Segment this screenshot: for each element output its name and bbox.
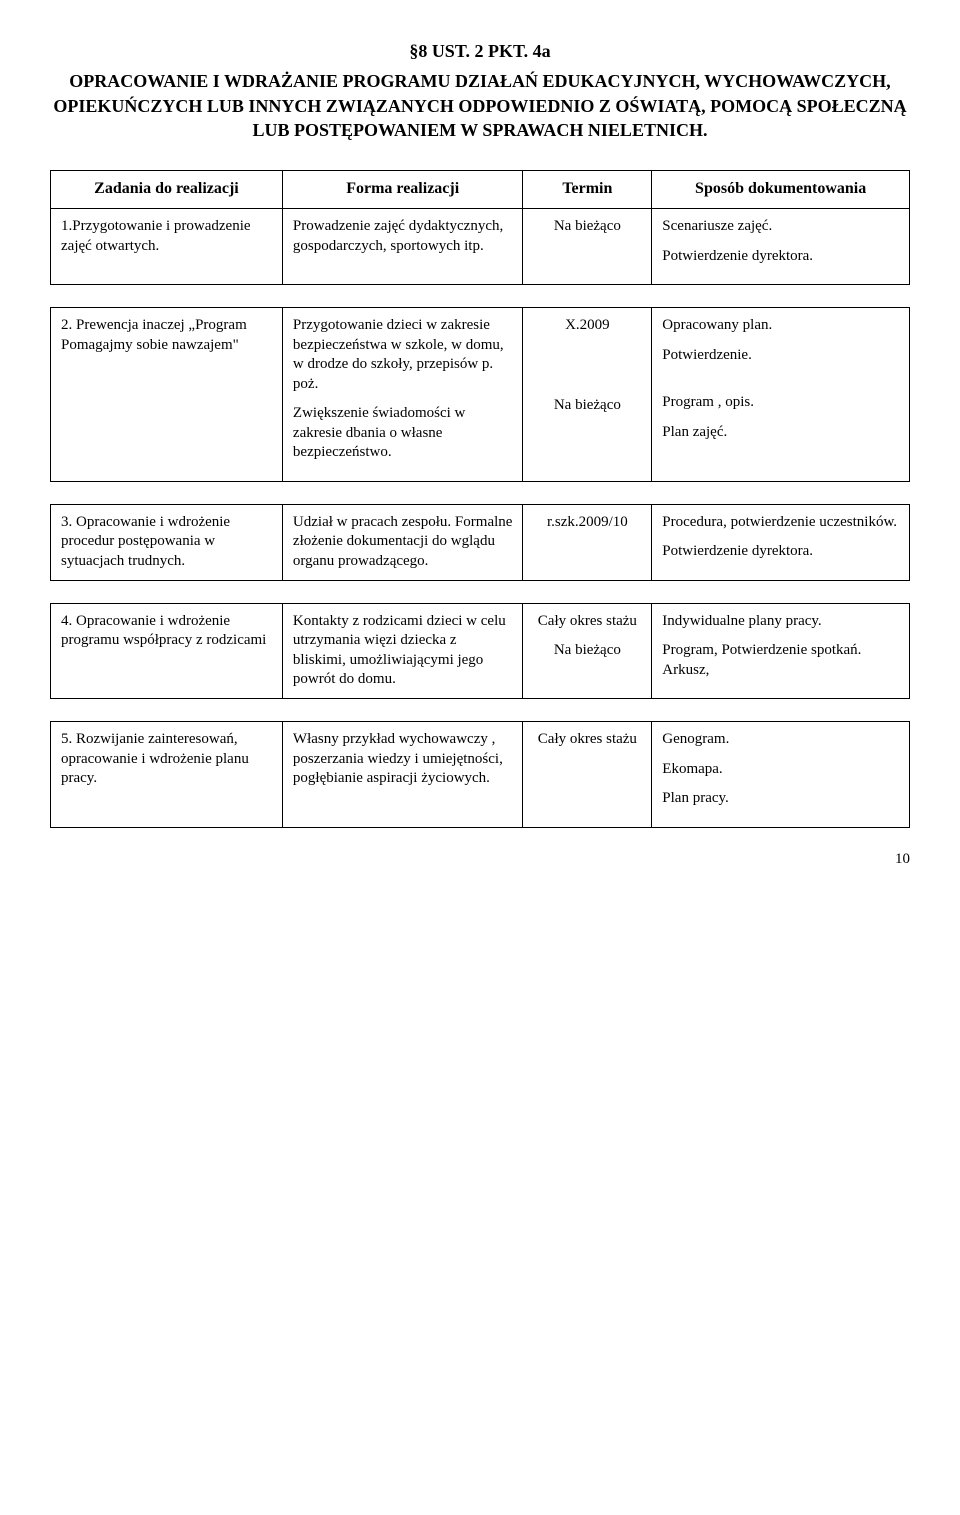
cell-sposob: Opracowany plan. Potwierdzenie. Program … [652, 308, 910, 482]
cell-zadania: 3. Opracowanie i wdrożenie procedur post… [51, 504, 283, 580]
col-header-forma: Forma realizacji [282, 171, 523, 209]
cell-termin: Na bieżąco [523, 209, 652, 285]
cell-text: Cały okres stażu [533, 612, 641, 632]
section-heading: §8 UST. 2 PKT. 4a [50, 40, 910, 63]
cell-text: Zwiększenie świadomości w zakresie dbani… [293, 404, 513, 463]
col-header-sposob: Sposób dokumentowania [652, 171, 910, 209]
cell-text: Plan pracy. [662, 789, 899, 809]
cell-text: Opracowany plan. [662, 316, 899, 336]
cell-text: Program, Potwierdzenie spotkań. Arkusz, [662, 641, 899, 680]
cell-forma: Prowadzenie zajęć dydaktycznych, gospoda… [282, 209, 523, 285]
cell-text: Scenariusze zajęć. [662, 217, 899, 237]
cell-text: Przygotowanie dzieci w zakresie bezpiecz… [293, 316, 513, 394]
cell-text: Na bieżąco [533, 396, 641, 416]
cell-zadania: 2. Prewencja inaczej „Program Pomagajmy … [51, 308, 283, 482]
cell-zadania: 1.Przygotowanie i prowadzenie zajęć otwa… [51, 209, 283, 285]
col-header-zadania: Zadania do realizacji [51, 171, 283, 209]
table-row: 3. Opracowanie i wdrożenie procedur post… [51, 504, 910, 580]
table-block-5: 5. Rozwijanie zainteresowań, opracowanie… [50, 721, 910, 828]
section-subheading: OPRACOWANIE I WDRAŻANIE PROGRAMU DZIAŁAŃ… [50, 69, 910, 142]
cell-sposob: Indywidualne plany pracy. Program, Potwi… [652, 603, 910, 699]
page-number: 10 [50, 850, 910, 870]
cell-text: Potwierdzenie dyrektora. [662, 542, 899, 562]
cell-text: Genogram. [662, 730, 899, 750]
cell-termin: X.2009 Na bieżąco [523, 308, 652, 482]
cell-termin: r.szk.2009/10 [523, 504, 652, 580]
table-row: 2. Prewencja inaczej „Program Pomagajmy … [51, 308, 910, 482]
cell-forma: Przygotowanie dzieci w zakresie bezpiecz… [282, 308, 523, 482]
cell-termin: Cały okres stażu Na bieżąco [523, 603, 652, 699]
table-block-1: Zadania do realizacji Forma realizacji T… [50, 170, 910, 285]
table-block-4: 4. Opracowanie i wdrożenie programu wspó… [50, 603, 910, 700]
cell-sposob: Scenariusze zajęć. Potwierdzenie dyrekto… [652, 209, 910, 285]
cell-text: Plan zajęć. [662, 423, 899, 443]
cell-zadania: 5. Rozwijanie zainteresowań, opracowanie… [51, 722, 283, 828]
cell-sposob: Procedura, potwierdzenie uczestników. Po… [652, 504, 910, 580]
table-row: 1.Przygotowanie i prowadzenie zajęć otwa… [51, 209, 910, 285]
cell-text: Program , opis. [662, 393, 899, 413]
cell-forma: Kontakty z rodzicami dzieci w celu utrzy… [282, 603, 523, 699]
cell-text: X.2009 [533, 316, 641, 336]
col-header-termin: Termin [523, 171, 652, 209]
cell-forma: Udział w pracach zespołu. Formalne złoże… [282, 504, 523, 580]
table-block-2: 2. Prewencja inaczej „Program Pomagajmy … [50, 307, 910, 482]
cell-forma: Własny przykład wychowawczy , poszerzani… [282, 722, 523, 828]
cell-text: Na bieżąco [533, 641, 641, 661]
table-row: 5. Rozwijanie zainteresowań, opracowanie… [51, 722, 910, 828]
cell-text: Procedura, potwierdzenie uczestników. [662, 513, 899, 533]
table-block-3: 3. Opracowanie i wdrożenie procedur post… [50, 504, 910, 581]
cell-zadania: 4. Opracowanie i wdrożenie programu wspó… [51, 603, 283, 699]
cell-text: Indywidualne plany pracy. [662, 612, 899, 632]
table-row: 4. Opracowanie i wdrożenie programu wspó… [51, 603, 910, 699]
cell-text: Potwierdzenie. [662, 346, 899, 366]
cell-termin: Cały okres stażu [523, 722, 652, 828]
cell-text: Potwierdzenie dyrektora. [662, 247, 899, 267]
cell-text: Ekomapa. [662, 760, 899, 780]
table-header-row: Zadania do realizacji Forma realizacji T… [51, 171, 910, 209]
cell-sposob: Genogram. Ekomapa. Plan pracy. [652, 722, 910, 828]
